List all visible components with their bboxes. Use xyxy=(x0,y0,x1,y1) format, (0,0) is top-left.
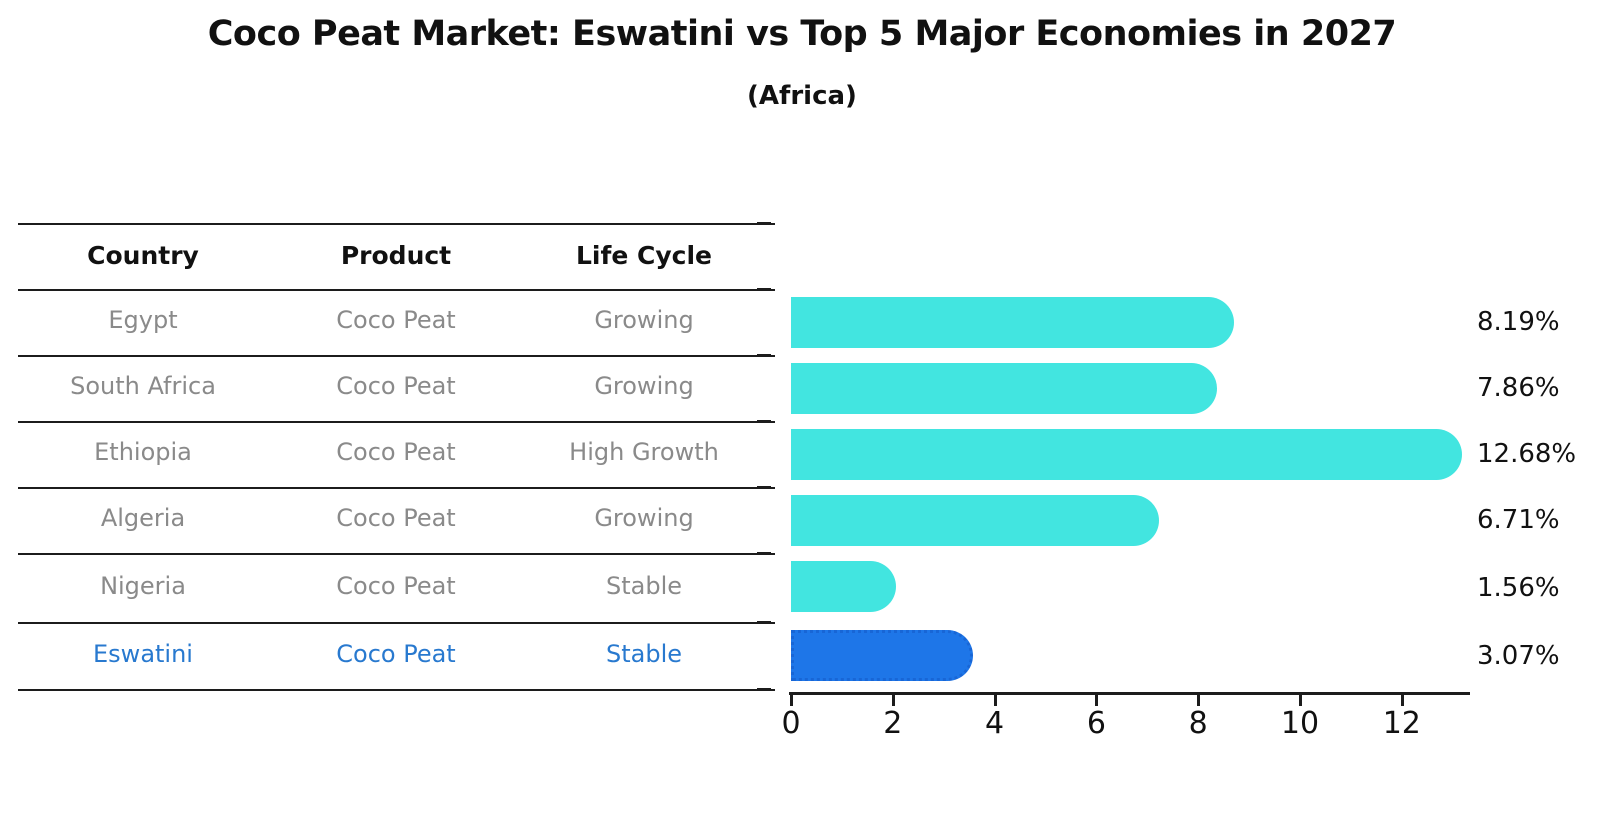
table-rule xyxy=(18,223,775,225)
x-axis-tick-label: 2 xyxy=(883,706,903,741)
bar-eswatini xyxy=(791,630,973,681)
bar-south-africa xyxy=(791,363,1217,414)
x-axis-tick xyxy=(1197,694,1201,706)
value-label: 1.56% xyxy=(1477,572,1560,603)
cell-life-cycle: Growing xyxy=(594,372,694,400)
y-axis-tick xyxy=(757,288,771,290)
cell-country: Eswatini xyxy=(93,639,193,668)
x-axis-tick-label: 10 xyxy=(1280,706,1320,741)
table-rule xyxy=(18,421,775,423)
cell-life-cycle: Growing xyxy=(594,504,694,532)
cell-life-cycle: Stable xyxy=(605,639,683,668)
y-axis-tick xyxy=(757,354,771,356)
value-label: 3.07% xyxy=(1477,640,1560,671)
column-header-product: Product xyxy=(340,241,452,270)
x-axis-tick xyxy=(891,694,895,706)
cell-life-cycle: High Growth xyxy=(569,438,719,466)
cell-product: Coco Peat xyxy=(336,571,456,600)
x-axis-line xyxy=(789,692,1470,695)
y-axis-tick xyxy=(757,688,771,690)
x-axis-tick xyxy=(1299,694,1302,706)
bar-algeria xyxy=(791,495,1159,546)
cell-product: Coco Peat xyxy=(336,306,456,334)
y-axis-tick xyxy=(757,222,771,224)
bar-nigeria xyxy=(791,561,896,612)
value-label: 12.68% xyxy=(1477,439,1577,469)
cell-country: Nigeria xyxy=(100,571,186,600)
cell-country: Egypt xyxy=(108,306,178,334)
column-header-country: Country xyxy=(87,241,199,270)
table-rule xyxy=(18,487,775,489)
value-label: 6.71% xyxy=(1477,505,1560,535)
cell-life-cycle: Stable xyxy=(605,571,683,600)
x-axis-tick-label: 6 xyxy=(1086,706,1106,741)
y-axis-tick xyxy=(757,621,771,623)
y-axis-tick xyxy=(757,486,771,488)
table-rule xyxy=(18,553,775,555)
cell-country: Algeria xyxy=(100,504,186,532)
x-axis-tick-label: 12 xyxy=(1382,706,1421,741)
y-axis-tick xyxy=(757,552,771,554)
x-axis-tick-label: 0 xyxy=(781,706,801,741)
table-rule xyxy=(18,289,775,291)
y-axis-tick xyxy=(757,420,771,422)
x-axis-tick xyxy=(993,694,997,706)
x-axis-tick-label: 8 xyxy=(1188,706,1208,741)
x-axis-tick-label: 4 xyxy=(985,706,1005,741)
cell-country: Ethiopia xyxy=(94,438,192,466)
cell-life-cycle: Growing xyxy=(594,306,694,334)
x-axis-tick xyxy=(1095,694,1099,706)
value-label: 8.19% xyxy=(1477,307,1560,337)
cell-country: South Africa xyxy=(70,372,216,400)
column-header-life-cycle: Life Cycle xyxy=(575,241,713,270)
value-label: 7.86% xyxy=(1477,373,1560,403)
chart-title: Coco Peat Market: Eswatini vs Top 5 Majo… xyxy=(207,14,1397,54)
table-rule xyxy=(18,355,775,357)
chart-subtitle: (Africa) xyxy=(747,81,857,111)
bar-ethiopia xyxy=(791,429,1462,480)
cell-product: Coco Peat xyxy=(336,639,456,668)
x-axis-tick xyxy=(1400,694,1404,706)
x-axis-tick xyxy=(790,694,793,706)
cell-product: Coco Peat xyxy=(336,504,456,532)
table-rule xyxy=(18,622,775,624)
bar-egypt xyxy=(791,297,1234,348)
table-rule xyxy=(18,689,775,691)
cell-product: Coco Peat xyxy=(336,372,456,400)
cell-product: Coco Peat xyxy=(336,438,456,466)
